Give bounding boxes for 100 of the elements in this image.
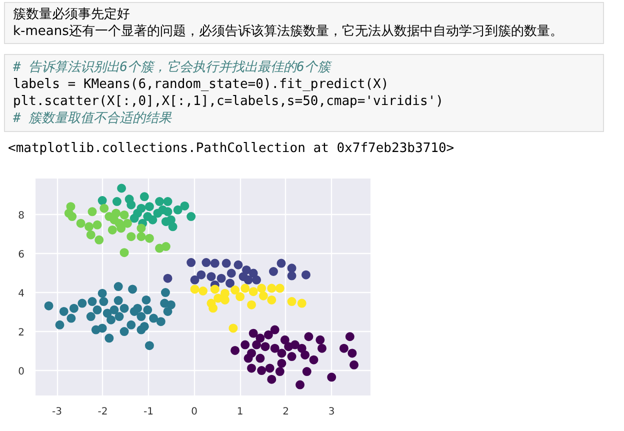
point (163, 306, 172, 316)
point (297, 344, 306, 353)
point (186, 212, 196, 222)
point (268, 267, 278, 276)
point (304, 332, 314, 342)
point (210, 284, 220, 294)
point (270, 325, 280, 334)
y-tick-label: 6 (18, 250, 25, 261)
point (120, 304, 129, 313)
point (252, 275, 262, 284)
point (230, 346, 240, 355)
point (173, 205, 182, 214)
text: # 簇数量取值不合适的结果 (13, 110, 173, 127)
point (180, 202, 190, 210)
point (252, 340, 262, 350)
y-tick-label: 4 (18, 288, 25, 300)
x-tick-label: -2 (98, 406, 108, 418)
point (104, 334, 114, 343)
point (114, 312, 124, 322)
point (69, 304, 78, 313)
point (226, 278, 234, 288)
point (68, 212, 77, 222)
point (128, 284, 138, 294)
point (267, 374, 276, 384)
point (267, 284, 276, 293)
point (302, 367, 312, 376)
point (350, 360, 359, 370)
point (296, 380, 305, 390)
point (309, 355, 318, 364)
point (348, 348, 357, 358)
point (265, 364, 274, 373)
point (148, 215, 158, 224)
point (198, 286, 208, 296)
point (228, 324, 238, 333)
point (136, 312, 146, 322)
point (120, 327, 129, 336)
point (290, 340, 300, 350)
point (161, 217, 170, 226)
point (327, 372, 336, 382)
point (108, 225, 117, 234)
point (258, 291, 268, 300)
point (153, 208, 162, 218)
point (98, 288, 107, 298)
point (142, 295, 151, 304)
point (114, 282, 123, 292)
x-tick-label: 2 (282, 406, 290, 418)
point (168, 222, 178, 232)
point (186, 258, 196, 268)
point (234, 260, 243, 270)
point (120, 210, 129, 220)
point (161, 242, 170, 252)
point (78, 298, 87, 308)
point (287, 264, 296, 273)
point (140, 322, 149, 331)
point (244, 354, 253, 363)
point (300, 350, 310, 360)
point (317, 344, 326, 353)
point (226, 268, 236, 278)
point (86, 312, 96, 322)
point (316, 335, 325, 344)
point (196, 270, 206, 280)
text: 簇数量必须事先定好 (13, 6, 131, 23)
point (143, 305, 152, 314)
point (122, 218, 132, 228)
point (257, 366, 266, 376)
point (339, 344, 348, 353)
point (275, 284, 284, 293)
y-tick-label: 8 (18, 210, 25, 222)
point (202, 258, 211, 268)
point (270, 344, 280, 353)
point (244, 275, 253, 284)
point (149, 314, 158, 323)
x-tick-label: -3 (52, 406, 62, 418)
point (257, 284, 266, 293)
point (76, 218, 86, 228)
point (276, 258, 286, 268)
x-tick-label: 3 (328, 406, 335, 418)
point (267, 295, 276, 304)
point (280, 335, 290, 344)
point (110, 305, 119, 314)
point (166, 300, 176, 310)
point (117, 184, 126, 193)
point (126, 200, 136, 210)
point (106, 315, 116, 324)
point (301, 270, 310, 280)
point (94, 235, 104, 244)
point (99, 297, 108, 306)
point (163, 274, 172, 283)
point (287, 352, 296, 361)
point (287, 297, 296, 306)
point (100, 204, 109, 213)
point (84, 222, 94, 232)
point (144, 341, 154, 350)
point (240, 340, 250, 350)
point (112, 208, 121, 218)
point (264, 330, 273, 340)
point (240, 284, 250, 293)
point (88, 207, 97, 216)
point (140, 192, 149, 202)
point (190, 284, 200, 294)
